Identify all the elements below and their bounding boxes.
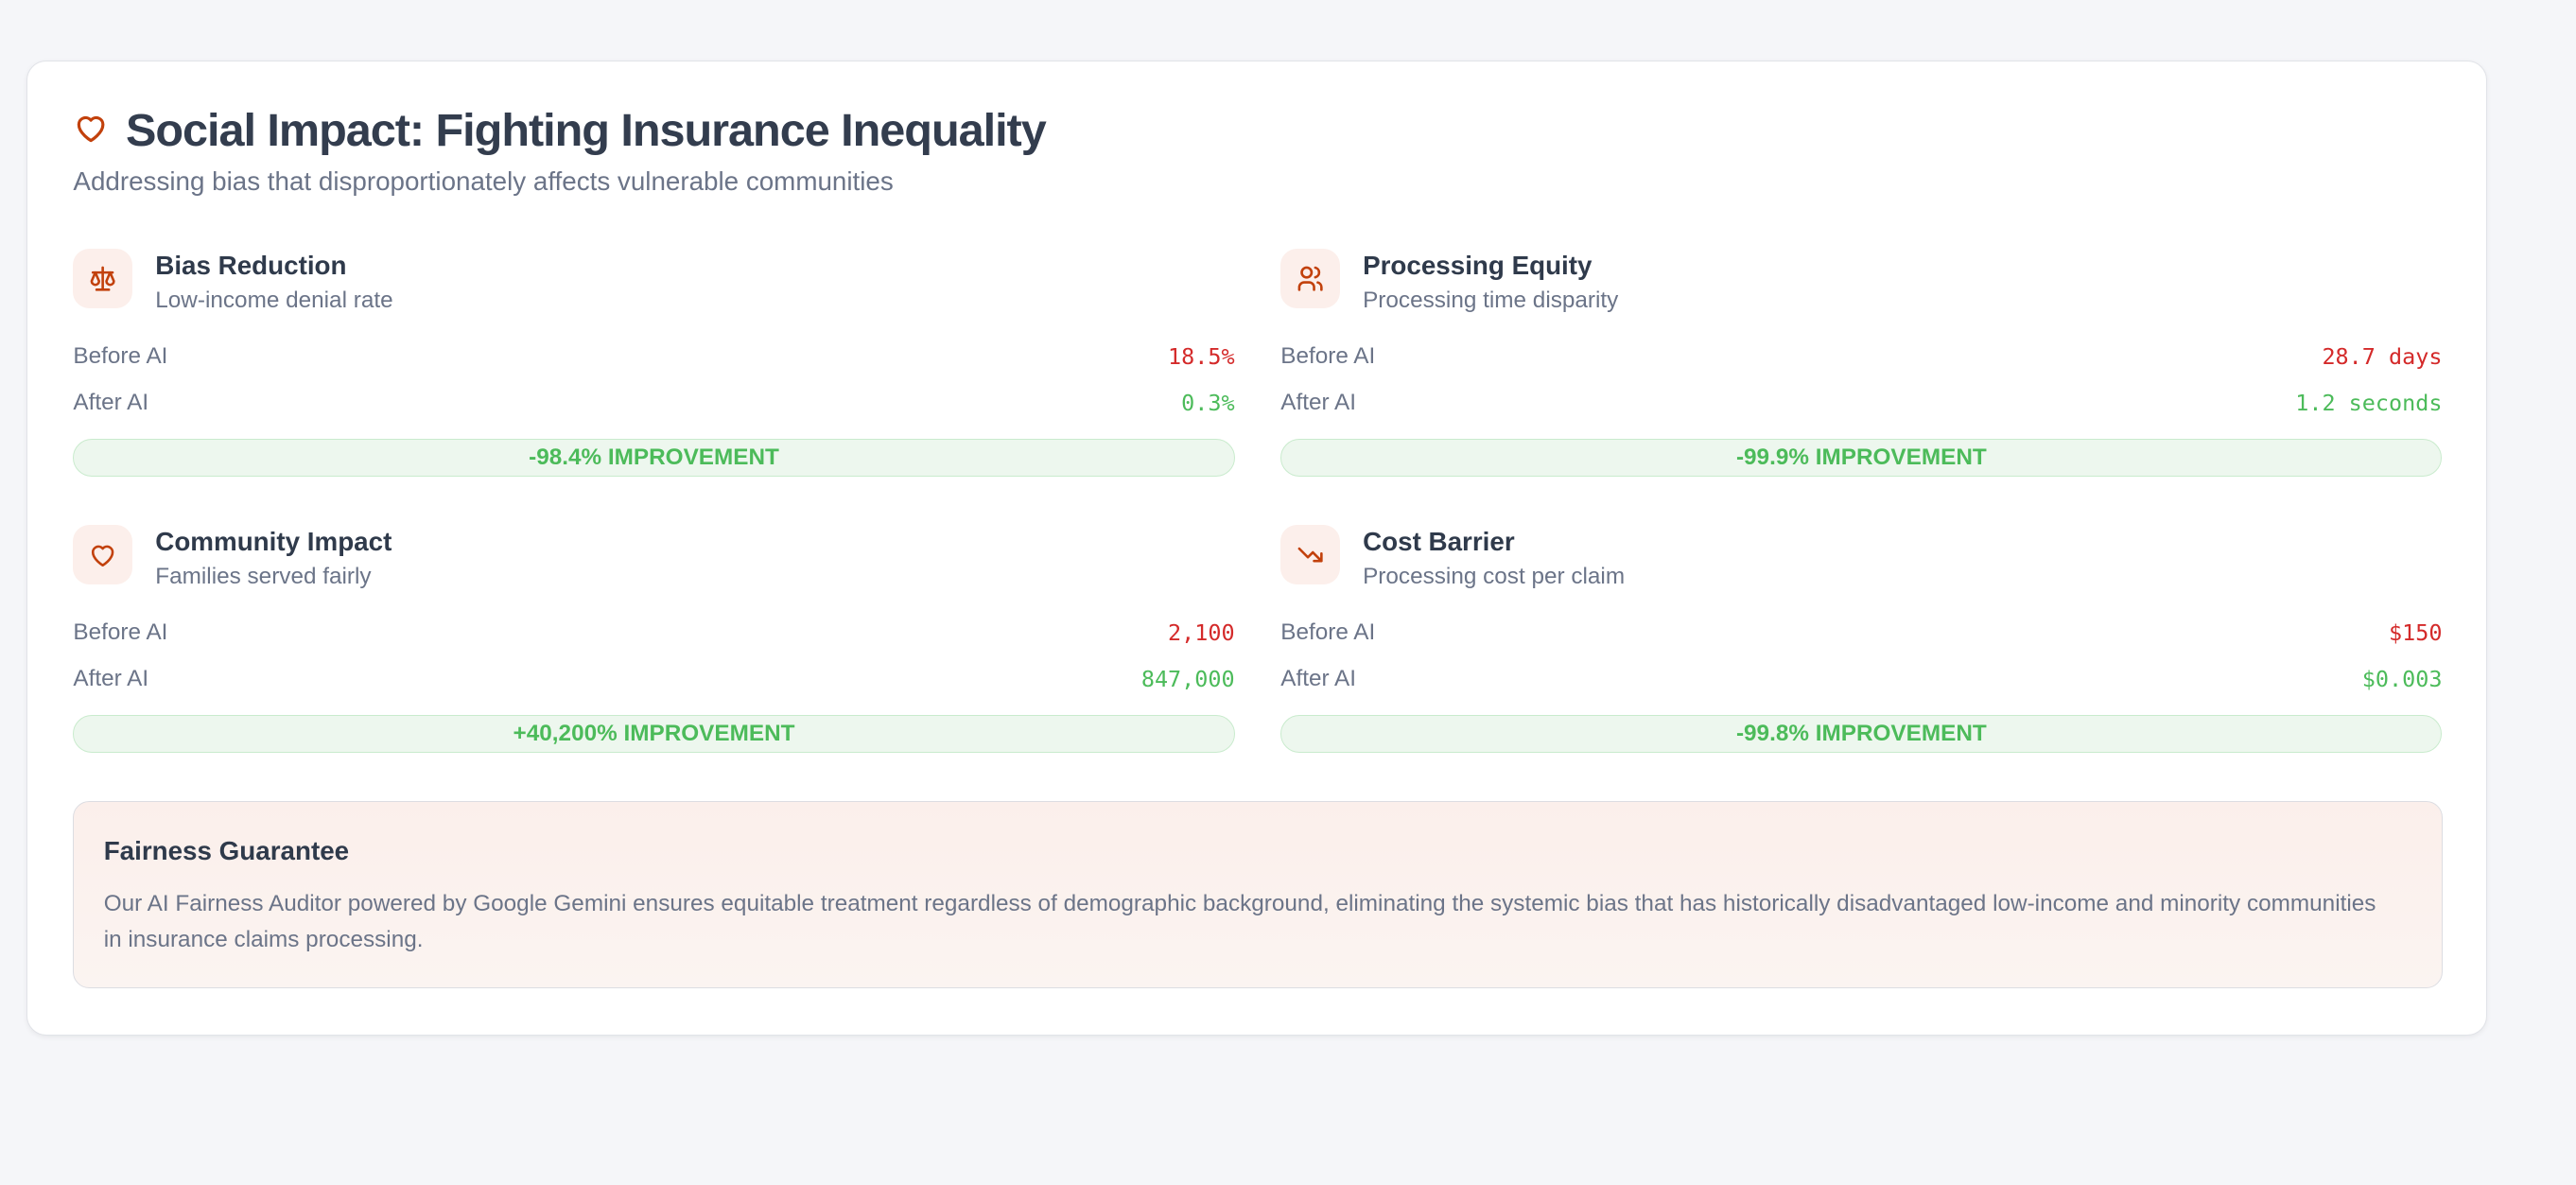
before-label: Before AI <box>1280 619 1376 645</box>
before-label: Before AI <box>73 619 168 645</box>
after-value: 1.2 seconds <box>2295 389 2443 416</box>
metric-title: Community Impact <box>155 526 392 556</box>
social-impact-card: Social Impact: Fighting Insurance Inequa… <box>26 61 2488 1036</box>
after-label: After AI <box>73 665 149 691</box>
fairness-title: Fairness Guarantee <box>103 836 350 866</box>
after-label: After AI <box>1280 665 1356 691</box>
metric-title: Processing Equity <box>1363 251 1593 281</box>
metric-bias-reduction: Bias Reduction Low-income denial rate Bef… <box>73 249 1235 478</box>
metric-subtitle: Low-income denial rate <box>155 287 393 313</box>
after-label: After AI <box>73 389 149 415</box>
page-subtitle: Addressing bias that disproportionately … <box>73 166 894 197</box>
metric-processing-equity: Processing Equity Processing time dispari… <box>1280 249 2443 478</box>
before-value: 2,100 <box>1168 619 1235 646</box>
heart-icon <box>73 110 109 152</box>
before-label: Before AI <box>1280 343 1376 370</box>
before-value: 28.7 days <box>2322 343 2443 371</box>
metric-subtitle: Families served fairly <box>155 563 372 589</box>
page-title: Social Impact: Fighting Insurance Inequa… <box>125 105 1047 157</box>
heart-icon <box>73 525 132 584</box>
before-label: Before AI <box>73 343 168 370</box>
fairness-guarantee-box: Fairness Guarantee Our AI Fairness Audit… <box>73 801 2443 989</box>
metric-title: Cost Barrier <box>1363 526 1515 556</box>
scale-icon <box>73 249 132 308</box>
improvement-badge: -99.8% IMPROVEMENT <box>1280 714 2443 754</box>
metric-community-impact: Community Impact Families served fairly B… <box>73 525 1235 754</box>
metric-subtitle: Processing cost per claim <box>1363 563 1626 589</box>
fairness-text: Our AI Fairness Auditor powered by Googl… <box>103 890 2376 952</box>
improvement-badge: +40,200% IMPROVEMENT <box>73 714 1235 754</box>
before-value: 18.5% <box>1168 343 1235 371</box>
improvement-badge: -99.9% IMPROVEMENT <box>1280 438 2443 478</box>
after-value: 847,000 <box>1140 665 1235 692</box>
improvement-badge: -98.4% IMPROVEMENT <box>73 438 1235 478</box>
metric-title: Bias Reduction <box>155 251 347 281</box>
before-value: $150 <box>2388 619 2443 646</box>
after-label: After AI <box>1280 389 1356 415</box>
after-value: $0.003 <box>2361 665 2443 692</box>
metric-cost-barrier: Cost Barrier Processing cost per claim Be… <box>1280 525 2443 754</box>
after-value: 0.3% <box>1181 389 1235 416</box>
metric-subtitle: Processing time disparity <box>1363 287 1619 313</box>
trending-down-icon <box>1280 525 1340 584</box>
card-header: Social Impact: Fighting Insurance Inequa… <box>73 104 1047 157</box>
users-icon <box>1280 249 1340 308</box>
